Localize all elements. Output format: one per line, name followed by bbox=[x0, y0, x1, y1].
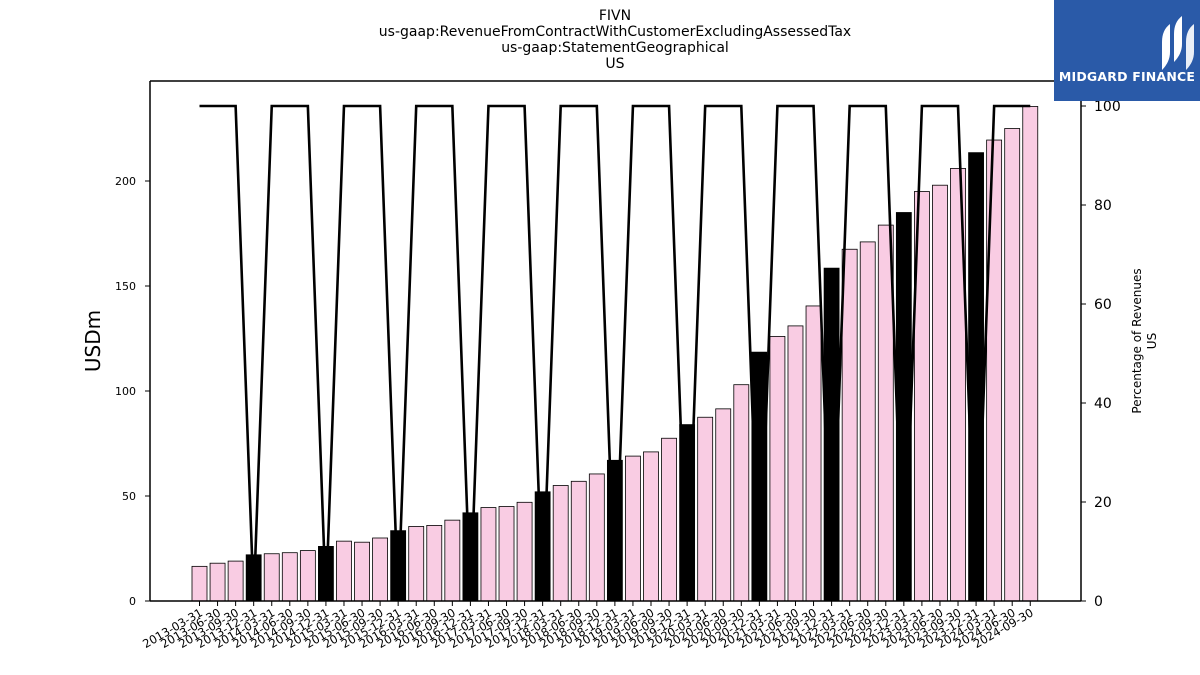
y2-tick-label-40: 40 bbox=[1094, 396, 1112, 412]
midgard-logo-icon bbox=[1162, 16, 1194, 70]
bar-2013-06-30 bbox=[209, 562, 226, 602]
bar-2019-03-31 bbox=[625, 455, 641, 602]
bar-2016-06-30 bbox=[426, 525, 443, 602]
bar-2015-09-30 bbox=[372, 537, 389, 602]
bar-2022-03-31 bbox=[841, 248, 858, 602]
bar-2015-06-30 bbox=[354, 541, 370, 602]
y-tick-label-0: 0 bbox=[129, 595, 136, 608]
bar-2019-06-30 bbox=[643, 451, 659, 602]
bar-2013-03-31 bbox=[191, 565, 208, 602]
y-tick-label-50: 50 bbox=[122, 490, 136, 503]
y-axis-label: USDm bbox=[81, 310, 105, 372]
bar-2018-06-30 bbox=[570, 480, 587, 602]
bar-2020-03-31 bbox=[697, 416, 714, 602]
bar-2014-03-31 bbox=[263, 553, 280, 602]
bar-2013-09-30 bbox=[227, 560, 244, 602]
bar-2023-06-30 bbox=[932, 184, 948, 602]
bar-2017-09-30 bbox=[516, 501, 533, 602]
bar-2016-03-31 bbox=[408, 526, 425, 602]
bar-2015-03-31 bbox=[336, 540, 352, 602]
bar-2017-03-31 bbox=[480, 507, 497, 602]
y2-axis-label-member: US bbox=[1145, 333, 1159, 349]
bar-2019-09-30 bbox=[661, 437, 677, 602]
y2-tick-label-100: 100 bbox=[1094, 99, 1121, 115]
chart-title-axis: us-gaap:StatementGeographical bbox=[501, 40, 729, 56]
bar-2024-06-30 bbox=[1004, 128, 1021, 602]
chart-title-member: US bbox=[605, 56, 625, 72]
bar-2023-12-31 bbox=[968, 152, 984, 602]
y-tick-label-150: 150 bbox=[115, 280, 136, 293]
bar-2018-09-30 bbox=[588, 473, 605, 602]
brand-logo: MIDGARD FINANCE bbox=[1054, 0, 1200, 101]
chart-title-concept: us-gaap:RevenueFromContractWithCustomerE… bbox=[378, 24, 852, 40]
bar-2021-03-31 bbox=[769, 335, 786, 602]
y2-axis-label: Percentage of Revenues bbox=[1130, 268, 1144, 413]
bar-2022-06-30 bbox=[859, 241, 876, 602]
y-tick-label-200: 200 bbox=[115, 175, 136, 188]
bar-2017-06-30 bbox=[498, 506, 515, 602]
bar-2020-06-30 bbox=[715, 408, 732, 602]
y2-tick-label-0: 0 bbox=[1094, 594, 1103, 610]
bar-2016-09-30 bbox=[444, 519, 461, 602]
y2-tick-label-60: 60 bbox=[1094, 297, 1112, 313]
bar-2014-06-30 bbox=[281, 552, 298, 602]
bar-2022-12-31 bbox=[895, 212, 912, 602]
bar-2014-09-30 bbox=[299, 550, 316, 602]
chart-title-ticker: FIVN bbox=[598, 8, 632, 24]
y2-tick-label-80: 80 bbox=[1094, 198, 1112, 214]
logo-text: MIDGARD FINANCE bbox=[1058, 69, 1196, 84]
bar-2018-03-31 bbox=[552, 485, 569, 602]
bar-2020-09-30 bbox=[733, 384, 750, 602]
bar-2024-03-31 bbox=[986, 139, 1003, 602]
y2-tick-label-20: 20 bbox=[1094, 495, 1112, 511]
bar-2024-09-30 bbox=[1022, 106, 1039, 602]
bar-2021-06-30 bbox=[787, 325, 804, 602]
bar-2021-09-30 bbox=[805, 305, 822, 602]
y-tick-label-100: 100 bbox=[115, 385, 136, 398]
